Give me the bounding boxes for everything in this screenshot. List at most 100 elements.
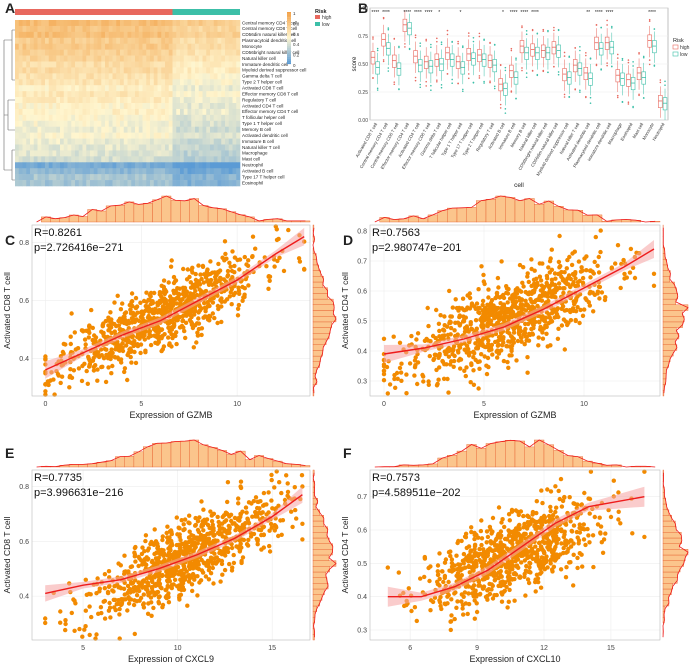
heatmap-cell	[15, 150, 20, 157]
heatmap-cell	[108, 156, 113, 163]
scatter-point	[427, 353, 432, 359]
heatmap-cell	[63, 91, 68, 98]
heatmap-cell	[232, 31, 237, 39]
scatter-point	[151, 605, 156, 611]
scatter-point	[229, 268, 235, 274]
heatmap-cell	[60, 61, 65, 68]
box-outlier	[419, 86, 422, 89]
heatmap-cell	[82, 126, 87, 133]
x-axis-label: Expression of GZMB	[129, 410, 212, 420]
heatmap-cell	[168, 61, 173, 68]
heatmap-cell	[33, 103, 38, 110]
heatmap-cell	[33, 43, 38, 50]
scatter-point	[228, 264, 233, 269]
box-outlier	[579, 91, 581, 93]
heatmap-cell	[131, 132, 136, 139]
box-outlier	[568, 96, 571, 98]
heatmap-row-label: Effector memory CD4 T cell	[242, 109, 298, 114]
scatter-point	[450, 352, 455, 357]
heatmap-cell	[180, 43, 185, 50]
scatter-point	[506, 365, 511, 370]
color-scale-step	[287, 47, 291, 49]
heatmap-cell	[198, 79, 203, 86]
confidence-band	[384, 240, 654, 363]
heatmap-cell	[63, 25, 68, 33]
x-histogram-bar	[543, 200, 554, 223]
heatmap-cell	[78, 49, 83, 56]
heatmap-cell	[153, 20, 158, 27]
heatmap-cell	[206, 97, 211, 104]
heatmap-row-label: Effector memory CD8 T cell	[242, 91, 298, 96]
heatmap-cell	[138, 180, 143, 187]
heatmap-cell	[138, 85, 143, 92]
heatmap-cell	[30, 79, 35, 86]
heatmap-cell	[210, 120, 215, 128]
heatmap-cell	[221, 156, 226, 163]
heatmap-cell	[213, 132, 218, 139]
heatmap-cell	[33, 79, 38, 86]
heatmap-cell	[146, 55, 151, 62]
scatter-point	[242, 254, 247, 260]
heatmap-cell	[45, 37, 50, 45]
heatmap-cell	[105, 180, 110, 187]
y-histogram-bar	[662, 367, 667, 374]
box-outlier	[467, 32, 470, 34]
scatter-point	[180, 314, 185, 319]
scatter-point	[421, 379, 426, 384]
heatmap-cell	[67, 138, 72, 145]
scatter-point	[525, 370, 530, 375]
scatter-point	[198, 578, 204, 583]
scatter-point	[149, 600, 154, 605]
heatmap-cell	[195, 73, 200, 80]
heatmap-cell	[63, 174, 68, 181]
color-scale-step	[287, 28, 291, 31]
heatmap-cell	[228, 61, 233, 68]
y-tick-label: 0.75	[358, 34, 368, 40]
box-outlier	[472, 40, 475, 43]
heatmap-cell	[210, 55, 215, 62]
scatter-point	[237, 544, 242, 549]
heatmap-cell	[78, 25, 83, 33]
heatmap-cell	[112, 20, 117, 27]
heatmap-cell	[187, 67, 192, 74]
scatter-point	[173, 278, 178, 284]
heatmap-cell	[210, 85, 215, 92]
box-outlier	[493, 87, 496, 90]
box-outlier	[664, 84, 666, 86]
heatmap-row-label: Mast cell	[242, 157, 260, 162]
heatmap-cell	[172, 31, 177, 39]
scatter-point	[91, 368, 97, 373]
heatmap-cell	[123, 37, 128, 45]
heatmap-cell	[18, 31, 23, 39]
heatmap-cell	[82, 103, 87, 110]
color-scale-step	[287, 61, 291, 63]
scatter-point	[446, 390, 451, 395]
box-outlier	[457, 40, 459, 43]
heatmap-cell	[60, 97, 65, 104]
heatmap-cell	[206, 103, 211, 110]
heatmap-cell	[82, 180, 87, 187]
scatter-point	[156, 595, 162, 600]
heatmap-cell	[33, 138, 38, 145]
heatmap-cell	[30, 73, 35, 80]
scatter-point	[63, 621, 68, 627]
heatmap-cell	[127, 180, 132, 187]
scatter-point	[539, 283, 544, 288]
heatmap-cell	[131, 43, 136, 50]
heatmap-cell	[15, 156, 20, 163]
heatmap-cell	[116, 97, 121, 104]
scatter-point	[530, 299, 535, 305]
heatmap-cell	[101, 144, 106, 151]
scatter-point	[168, 294, 173, 299]
heatmap-cell	[202, 156, 207, 163]
heatmap-cell	[135, 37, 140, 45]
heatmap-cell	[60, 168, 65, 175]
heatmap-cell	[153, 150, 158, 157]
heatmap-cell	[180, 174, 185, 181]
scatter-point	[196, 326, 202, 332]
heatmap-cell	[176, 108, 181, 116]
heatmap-cell	[165, 156, 170, 163]
heatmap-cell	[187, 31, 192, 39]
box-body	[392, 54, 397, 68]
